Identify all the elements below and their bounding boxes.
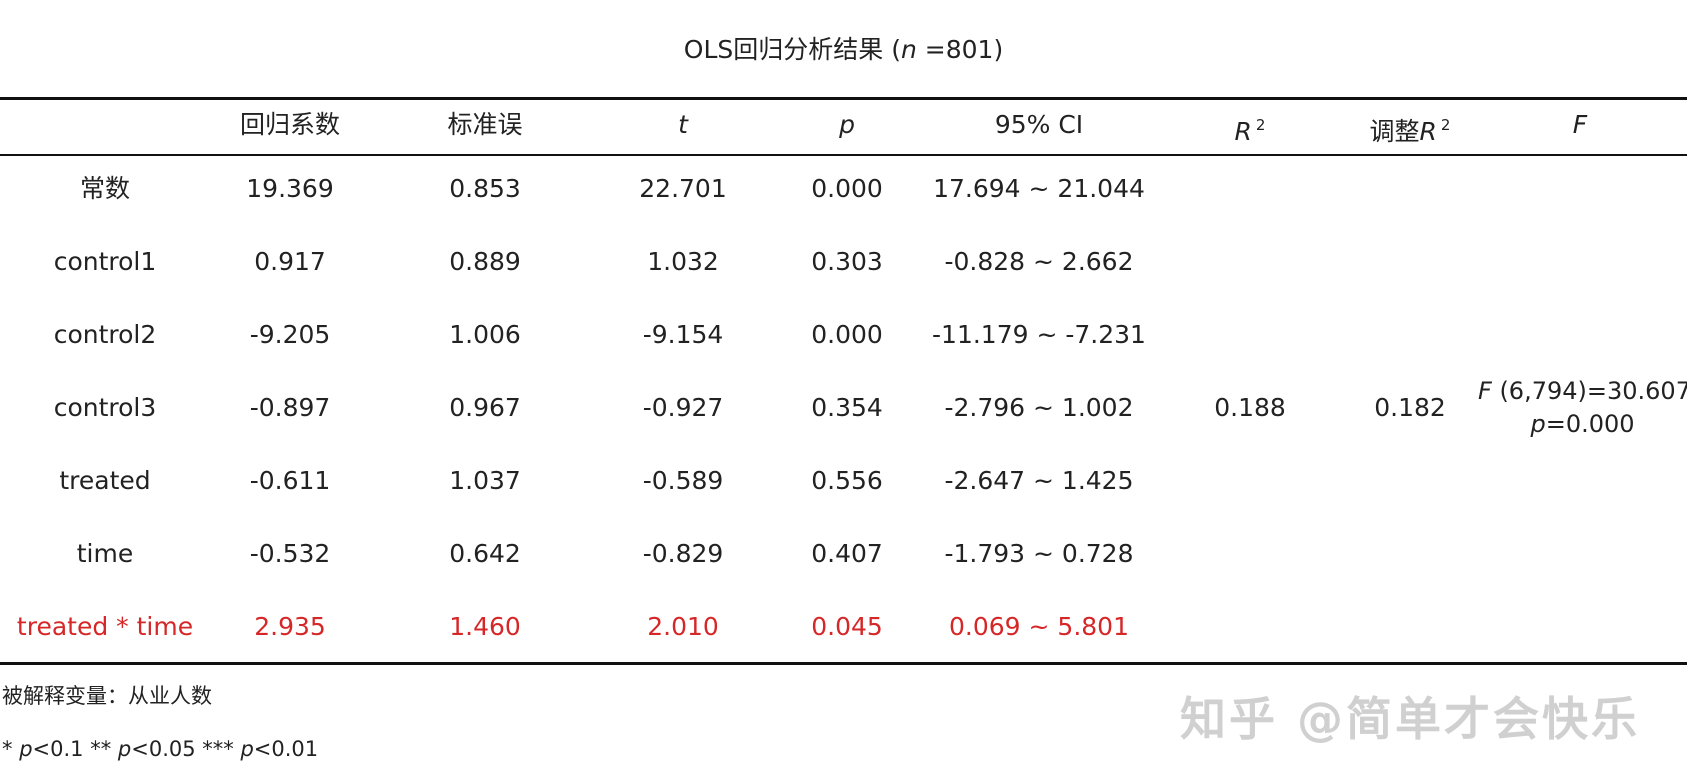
cell-p: 0.303 [811,247,883,276]
cell-p: 0.045 [811,612,883,641]
cell-p: 0.000 [811,174,883,203]
cell-coef: 19.369 [246,174,334,203]
row-name: control1 [53,247,157,276]
cell-t: 1.032 [647,247,719,276]
cell-t: -0.589 [642,466,724,495]
cell-coef: -9.205 [249,320,331,349]
header-rule [0,154,1687,156]
watermark: 知乎 @简单才会快乐 [1180,692,1641,746]
top-rule [0,97,1687,100]
cell-coef: -0.611 [249,466,331,495]
header-ci: 95% CI [994,110,1084,139]
cell-p: 0.556 [811,466,883,495]
significance-note: * p<0.1 ** p<0.05 *** p<0.01 [2,737,319,761]
cell-coef: 0.917 [254,247,326,276]
cell-p: 0.354 [811,393,883,422]
cell-se: 1.006 [449,320,521,349]
cell-ci: -2.796 ~ 1.002 [944,393,1134,422]
cell-t: 2.010 [647,612,719,641]
f-value-line: F (6,794)=30.607 [1478,377,1687,405]
header-coef: 回归系数 [239,110,341,139]
cell-p: 0.407 [811,539,883,568]
n-symbol: n [900,35,917,64]
row-name: 常数 [79,174,131,203]
header-p: p [839,110,855,139]
table-title: OLS回归分析结果 (n =801) [683,35,1004,64]
cell-ci: 0.069 ~ 5.801 [949,612,1129,641]
row-name: time [76,539,134,568]
cell-t: 22.701 [639,174,727,203]
row-name: control2 [53,320,157,349]
cell-t: -9.154 [642,320,724,349]
cell-se: 1.037 [449,466,521,495]
cell-ci: -0.828 ~ 2.662 [944,247,1134,276]
cell-ci: -11.179 ~ -7.231 [932,320,1146,349]
cell-coef: -0.532 [249,539,331,568]
row-name: control3 [53,393,157,422]
cell-se: 1.460 [449,612,521,641]
r2-value: 0.188 [1214,393,1286,422]
cell-se: 0.642 [449,539,521,568]
cell-p: 0.000 [811,320,883,349]
header-adj-r2: 调整R 2 [1369,116,1451,146]
cell-ci: 17.694 ~ 21.044 [933,174,1145,203]
cell-coef: -0.897 [249,393,331,422]
row-name: treated * time [16,612,194,641]
dependent-variable-note: 被解释变量：从业人数 [2,684,212,708]
cell-ci: -1.793 ~ 0.728 [944,539,1134,568]
cell-coef: 2.935 [254,612,326,641]
header-t: t [678,110,688,139]
adj-r2-value: 0.182 [1374,393,1446,422]
header-f: F [1572,110,1588,139]
bottom-rule [0,662,1687,665]
row-name: treated [59,466,151,495]
cell-se: 0.967 [449,393,521,422]
header-se: 标准误 [447,110,523,139]
cell-se: 0.889 [449,247,521,276]
f-p-line: p=0.000 [1530,410,1635,438]
cell-t: -0.927 [642,393,724,422]
f-statistic: F (6,794)=30.607 p=0.000 [1478,375,1687,441]
cell-ci: -2.647 ~ 1.425 [944,466,1134,495]
cell-se: 0.853 [449,174,521,203]
cell-t: -0.829 [642,539,724,568]
